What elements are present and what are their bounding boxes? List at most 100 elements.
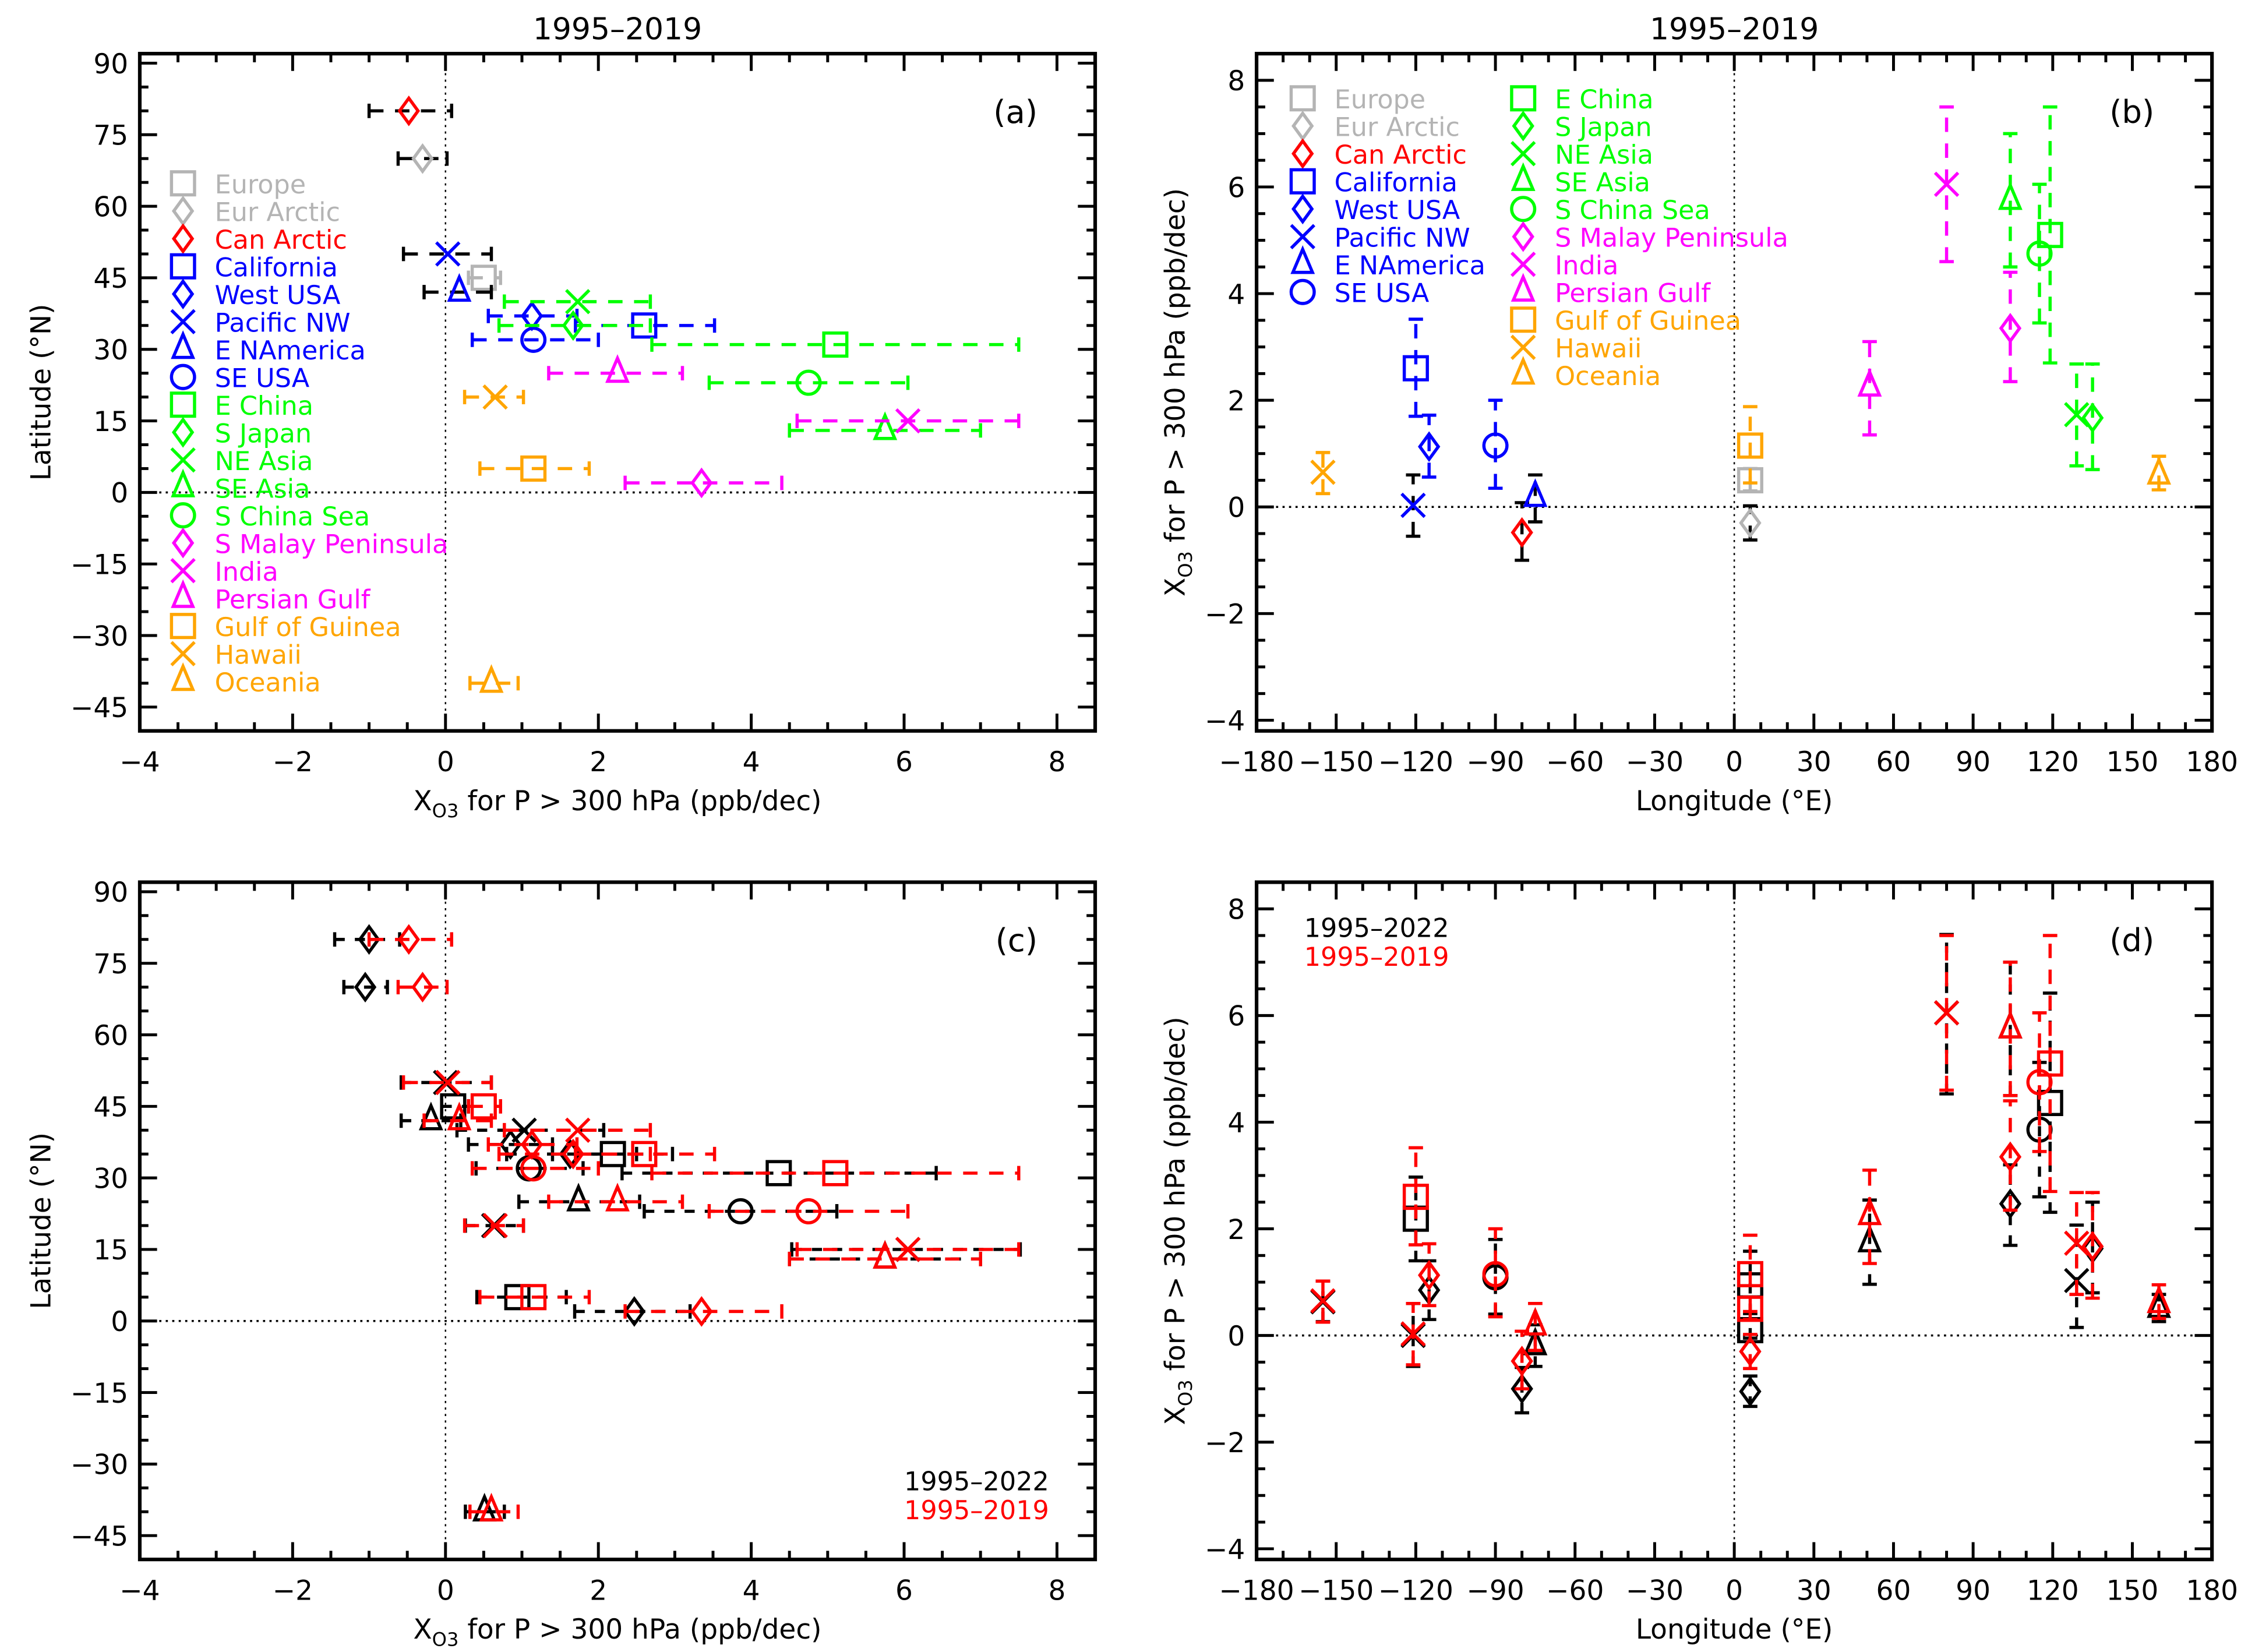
point-india-t19 [1933, 105, 1960, 263]
marker-triangle [479, 664, 504, 693]
point-eur-arctic-t22 [1739, 1374, 1762, 1409]
point-s-malay-peninsula-t19 [623, 467, 784, 499]
marker-square [2037, 1089, 2063, 1116]
x-tick-label: 150 [2106, 1575, 2159, 1607]
point-e-china-t19 [2037, 105, 2063, 365]
y-tick-label: 8 [1227, 65, 1245, 97]
x-tick-label: 0 [437, 746, 454, 778]
marker-diamond [1418, 1259, 1441, 1291]
y-tick-label: −30 [70, 1449, 128, 1481]
point-can-arctic-t19 [367, 95, 453, 126]
point-ne-asia-t19 [2064, 1191, 2090, 1296]
x-tick-label: 30 [1797, 1575, 1831, 1607]
y-tick-label: 0 [111, 1306, 128, 1338]
legend-label: Hawaii [1555, 334, 1642, 364]
marker-circle [2026, 240, 2053, 267]
point-s-china-sea-t19 [2026, 182, 2053, 325]
legend-label: E NAmerica [215, 336, 366, 366]
marker-square [1402, 355, 1429, 382]
legend-marker [171, 662, 196, 691]
y-tick-label: 15 [93, 406, 128, 438]
point-se-usa-t19 [1482, 1227, 1509, 1319]
point-s-china-sea-t22 [643, 1198, 839, 1224]
y-tick-label: 0 [1227, 1321, 1245, 1353]
legend-label: Pacific NW [215, 309, 351, 338]
legend-marker [1511, 141, 1536, 167]
legend-label: S Malay Peninsula [215, 530, 449, 559]
legend-marker [1290, 224, 1315, 249]
point-eur-arctic-t19 [396, 143, 449, 174]
point-hawaii-t19 [463, 1213, 525, 1238]
legend-label: Hawaii [215, 640, 302, 670]
marker-diamond [1511, 1373, 1533, 1404]
legend-marker [1512, 221, 1534, 252]
x-tick-label: −2 [273, 746, 313, 778]
marker-square [1737, 432, 1763, 459]
marker-diamond [499, 1129, 522, 1160]
x-tick-label: −150 [1298, 746, 1374, 778]
y-tick-label: 2 [1227, 1214, 1245, 1246]
point-can-arctic-t22 [333, 924, 401, 955]
x-tick-label: 8 [1048, 1575, 1065, 1607]
point-eur-arctic-t19 [1739, 1333, 1762, 1371]
point-hawaii-t19 [463, 384, 525, 410]
y-tick-label: −45 [70, 692, 128, 724]
plot-frame [137, 51, 1097, 733]
x-tick-label: −4 [119, 1575, 160, 1607]
legend-label: Gulf of Guinea [1555, 306, 1741, 336]
point-india-t19 [1933, 934, 1960, 1092]
marker-triangle [2147, 456, 2171, 485]
marker-triangle [605, 354, 630, 383]
x-axis-label: Longitude (°E) [1636, 785, 1833, 817]
marker-square [520, 1284, 547, 1311]
point-pacific-nw-t19 [401, 1069, 493, 1096]
panel-label: (a) [993, 93, 1037, 130]
legend-marker [170, 253, 196, 280]
legend-marker [1289, 168, 1316, 195]
legend-marker [170, 502, 196, 529]
legend-marker [171, 416, 195, 448]
point-s-malay-peninsula-t19 [1999, 270, 2022, 383]
point-eur-arctic-t22 [342, 972, 389, 1003]
legend-marker [170, 170, 196, 197]
marker-square [470, 264, 497, 291]
marker-triangle [1857, 1196, 1882, 1226]
point-eur-arctic-t19 [396, 972, 449, 1003]
point-europe-t19 [467, 264, 502, 291]
point-e-china-t19 [650, 1160, 1021, 1187]
panel-d: −180 −150 −120 −90 −60 −30 0 30 60 90 120 150 180−4−… [1159, 880, 2238, 1646]
marker-diamond [1739, 1336, 1762, 1367]
marker-triangle [418, 1102, 443, 1131]
legend-label: NE Asia [1555, 140, 1653, 170]
marker-diamond [358, 924, 380, 955]
point-west-usa-t19 [1418, 1242, 1441, 1308]
point-se-asia-t19 [1998, 961, 2023, 1097]
marker-diamond [1511, 1346, 1533, 1376]
y-tick-label: 45 [93, 263, 128, 295]
legend-label: India [1555, 251, 1618, 281]
marker-diamond [1999, 1188, 2022, 1219]
marker-triangle [605, 1182, 630, 1212]
x-tick-label: −30 [1626, 1575, 1684, 1607]
point-can-arctic-t19 [1511, 1329, 1533, 1390]
marker-diamond [1999, 313, 2022, 344]
marker-diamond [2081, 402, 2104, 433]
legend-label: India [215, 557, 278, 587]
y-tick-label: 4 [1227, 278, 1245, 310]
marker-x [1933, 171, 1960, 197]
y-tick-label: 60 [93, 191, 128, 223]
marker-diamond [397, 924, 420, 955]
point-west-usa-t22 [467, 1129, 555, 1160]
legend-marker [170, 309, 196, 334]
x-tick-label: 120 [2027, 746, 2079, 778]
legend-marker [1510, 85, 1537, 112]
x-tick-label: 2 [590, 1575, 607, 1607]
x-tick-label: −120 [1378, 1575, 1453, 1607]
marker-diamond [1418, 431, 1441, 463]
point-s-japan-t19 [497, 1138, 652, 1170]
x-axis-label: Longitude (°E) [1636, 1614, 1833, 1646]
y-tick-label: 75 [93, 120, 128, 152]
legend-marker [171, 468, 196, 497]
marker-square [1402, 1184, 1429, 1210]
